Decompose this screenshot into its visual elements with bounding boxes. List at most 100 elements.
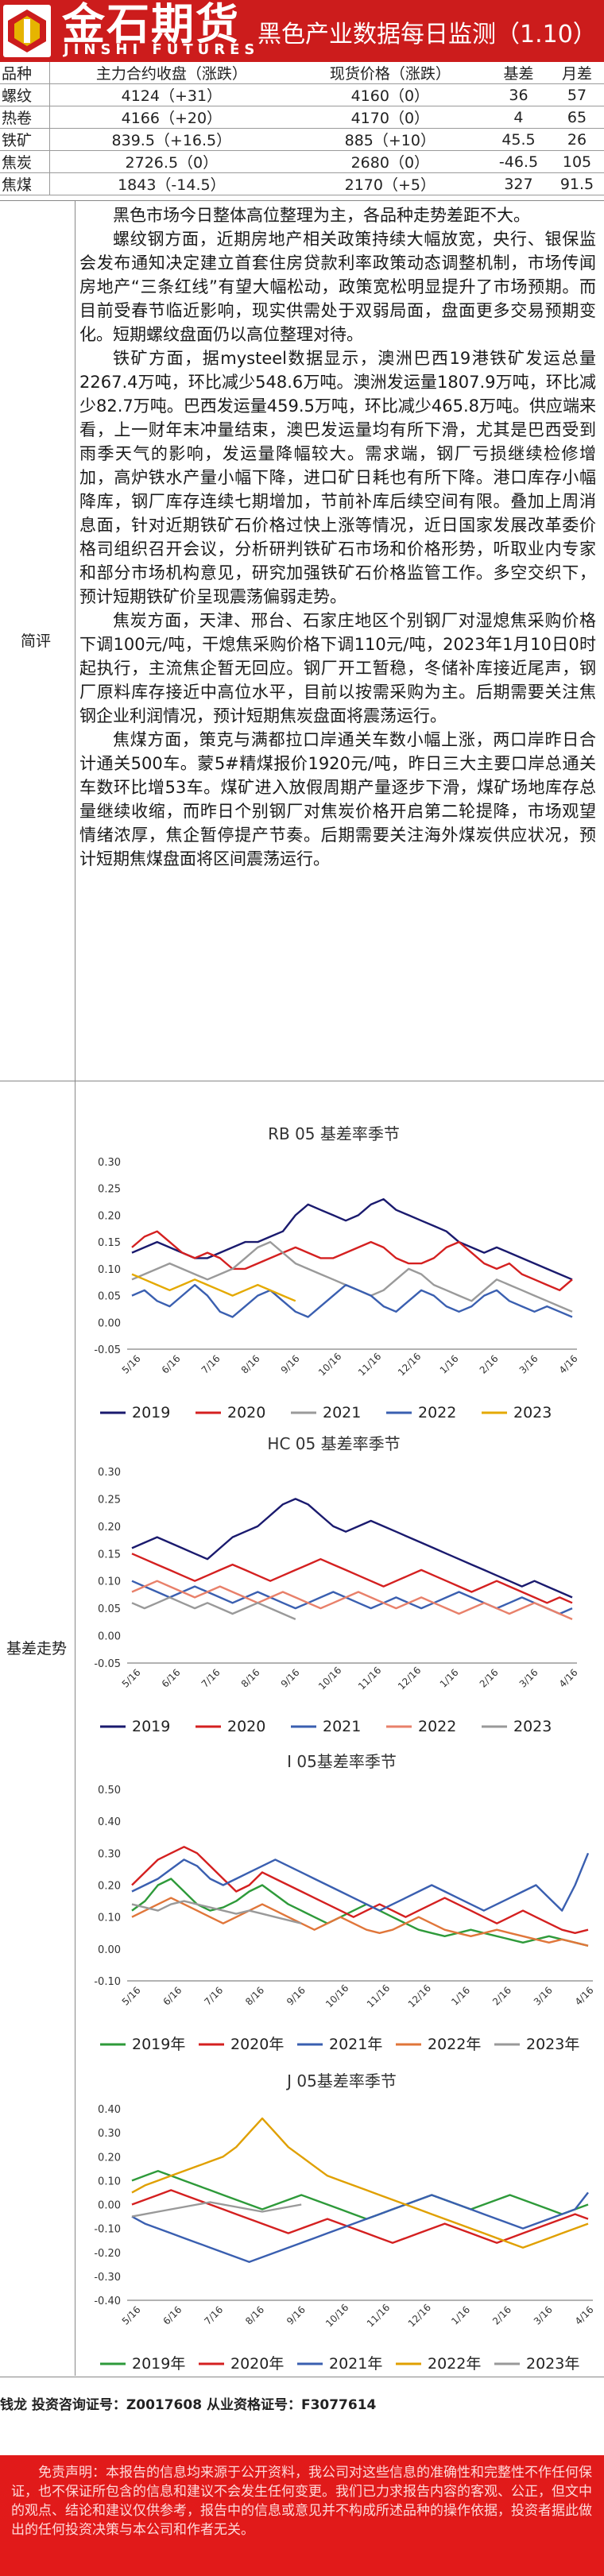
x-tick-label: 5/16	[120, 1667, 143, 1690]
x-tick-label: 3/16	[532, 1985, 555, 2008]
y-tick-label: -0.05	[94, 1658, 121, 1670]
chart-title: J 05基差率季节	[285, 2071, 397, 2091]
series-line	[131, 1878, 589, 1947]
y-tick-label: 0.20	[98, 1210, 121, 1222]
hc-basis-chart: HC 05 基差率季节 0.30 0.25 0.20 0.15 0.10 0.05 0.00 -…	[94, 1434, 579, 1735]
x-tick-label: 1/16	[449, 2304, 472, 2327]
x-tick-label: 4/16	[573, 1985, 596, 2008]
x-tick-label: 11/16	[365, 1982, 392, 2009]
logo-icon	[3, 5, 51, 57]
basis-label: 基差走势	[6, 1640, 68, 1657]
review-paragraph: 螺纹钢方面，近期房地产相关政策持续大幅放宽，央行、银保监会发布通知决定建立首套住…	[79, 230, 596, 344]
table-cell: 57	[549, 83, 604, 106]
y-tick-label: 0.10	[98, 1913, 121, 1924]
legend-label: 2021年	[329, 2355, 382, 2373]
table-cell: 105	[549, 150, 604, 173]
y-tick-label: 0.10	[98, 2176, 121, 2187]
table-cell: 2170（+5）	[292, 172, 487, 195]
table-cell: 327	[486, 172, 550, 195]
y-tick-label: -0.20	[94, 2248, 121, 2260]
legend-label: 2020年	[230, 2036, 284, 2053]
table-cell: 1843（-14.5）	[49, 172, 293, 195]
table-cell: 839.5（+16.5）	[49, 128, 293, 151]
table-row: 热卷 4166（+20） 4170（0） 4 65	[0, 106, 604, 129]
table-cell: 2680（0）	[292, 150, 487, 173]
series-line	[131, 1283, 573, 1318]
series-line	[131, 1846, 589, 1935]
table-cell: 45.5	[486, 128, 550, 151]
table-cell: 26	[549, 128, 604, 151]
y-tick-label: 0.25	[98, 1494, 121, 1506]
review-paragraph: 黑色市场今日整体高位整理为主，各品种走势差距不大。	[113, 206, 530, 225]
x-tick-label: 7/16	[202, 2304, 225, 2327]
chart-title: HC 05 基差率季节	[267, 1434, 400, 1453]
x-tick-label: 1/16	[449, 1985, 472, 2008]
logo-text: 金石期货	[62, 0, 240, 49]
x-tick-label: 2/16	[478, 1667, 501, 1690]
x-tick-label: 6/16	[160, 1667, 183, 1690]
x-tick-label: 6/16	[161, 2304, 184, 2327]
x-tick-label: 2/16	[490, 2304, 513, 2327]
review-text: 黑色市场今日整体高位整理为主，各品种走势差距不大。 螺纹钢方面，近期房地产相关政…	[79, 203, 596, 871]
legend-label: 2023年	[526, 2355, 579, 2373]
table-cell: 螺纹	[0, 83, 50, 106]
y-tick-label: 0.30	[98, 1467, 121, 1479]
y-tick-label: -0.40	[94, 2296, 121, 2307]
series-line	[131, 1900, 302, 1924]
x-tick-label: 5/16	[120, 2304, 143, 2327]
table-row: 螺纹 4124（+31） 4160（0） 36 57	[0, 83, 604, 106]
x-tick-label: 8/16	[239, 1667, 262, 1690]
series-line	[131, 2201, 302, 2218]
coke-basis-chart: J 05基差率季节 0.40 0.30 0.20 0.10 0.00 -0.10 -0.20 -…	[94, 2071, 595, 2373]
x-tick-label: 11/16	[365, 2302, 392, 2329]
series-line	[131, 1897, 589, 1947]
series-line	[131, 1580, 573, 1615]
series-line	[131, 2189, 589, 2244]
legend-label: 2020	[227, 1404, 265, 1421]
x-tick-label: 11/16	[356, 1665, 383, 1692]
table-cell: 4	[486, 106, 550, 129]
table-cell: 36	[486, 83, 550, 106]
series-line	[131, 1852, 590, 1912]
y-tick-label: 0.40	[98, 1816, 121, 1828]
legend-label: 2020	[227, 1718, 265, 1735]
legend-label: 2023	[513, 1718, 552, 1735]
review-section	[0, 200, 604, 1081]
column-header: 主力合约收盘（涨跌）	[49, 62, 293, 84]
legend-label: 2021	[323, 1718, 361, 1735]
disclaimer-box: 免责声明：本报告的信息均来源于公开资料，我公司对这些信息的准确性和完整性不作任何…	[0, 2455, 604, 2576]
table-cell: 885（+10）	[292, 128, 487, 151]
analyst-info: 钱龙 投资咨询证号：Z0017608 从业资格证号：F3077614	[0, 2397, 377, 2413]
y-tick-label: 0.10	[98, 1576, 121, 1588]
report-header: 金石期货 JINSHI FUTURES 黑色产业数据每日监测（1.10）	[0, 0, 604, 62]
y-tick-label: 0.20	[98, 2152, 121, 2164]
legend-label: 2020年	[230, 2355, 284, 2373]
basis-section	[0, 1081, 604, 2377]
table-cell: 铁矿	[0, 128, 50, 151]
quote-table: 品种 主力合约收盘（涨跌） 现货价格（涨跌） 基差 月差 螺纹 4124（+31…	[0, 62, 604, 195]
y-tick-label: 0.05	[98, 1291, 121, 1303]
x-tick-label: 7/16	[202, 1985, 225, 2008]
x-tick-label: 12/16	[396, 1665, 423, 1692]
legend-label: 2019年	[132, 2036, 185, 2053]
x-tick-label: 10/16	[323, 1982, 350, 2009]
series-line	[131, 2191, 589, 2264]
x-tick-label: 2/16	[490, 1985, 513, 2008]
y-tick-label: 0.30	[98, 1848, 121, 1860]
x-tick-label: 9/16	[285, 1985, 308, 2008]
legend-label: 2021年	[329, 2036, 382, 2053]
x-tick-label: 3/16	[517, 1667, 540, 1690]
x-tick-label: 2/16	[478, 1353, 501, 1376]
x-tick-label: 8/16	[243, 1985, 266, 2008]
series-line	[131, 1498, 573, 1599]
legend-label: 2019	[132, 1404, 170, 1421]
y-tick-label: 0.20	[98, 1881, 121, 1893]
table-cell: 91.5	[549, 172, 604, 195]
review-label: 简评	[21, 632, 52, 650]
x-tick-label: 7/16	[199, 1667, 223, 1690]
y-tick-label: 0.10	[98, 1264, 121, 1276]
x-tick-label: 10/16	[316, 1665, 343, 1692]
x-tick-label: 12/16	[406, 2302, 433, 2329]
legend-label: 2021	[323, 1404, 361, 1421]
x-tick-label: 1/16	[438, 1353, 461, 1376]
